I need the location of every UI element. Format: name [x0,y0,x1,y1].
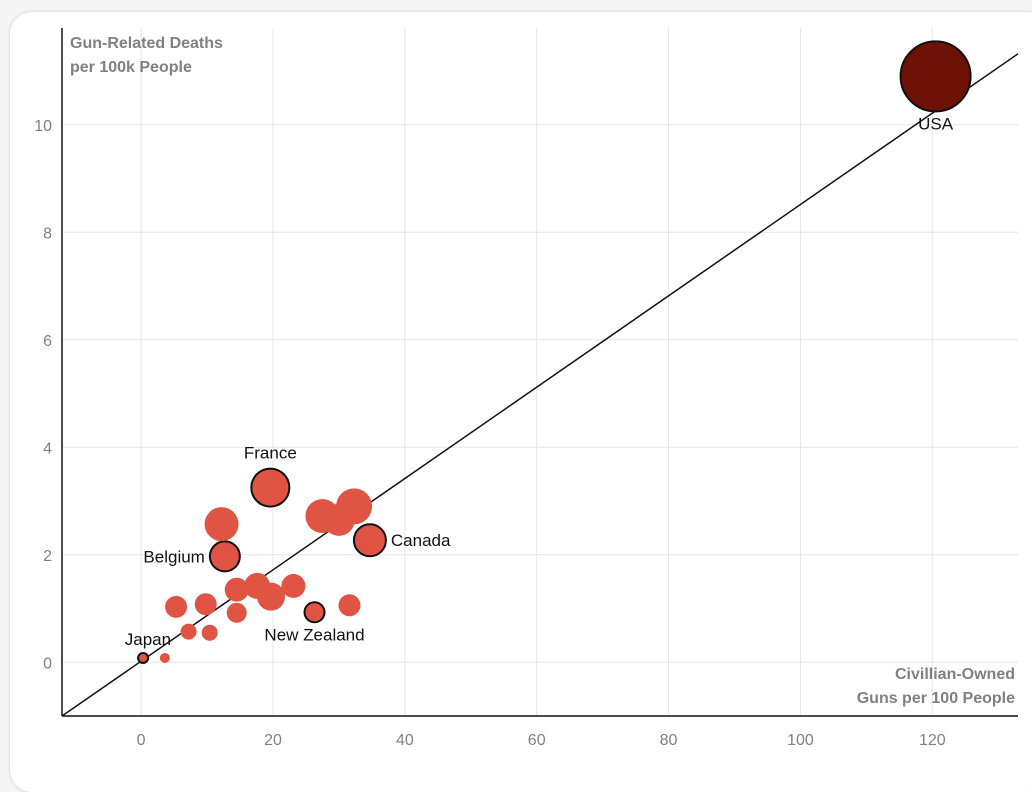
data-point [226,602,247,623]
y-tick-label: 6 [43,333,52,350]
data-point [194,593,217,616]
data-point [336,488,373,525]
data-point [165,595,188,618]
y-axis-title-line-1: Gun-Related Deaths [70,35,223,52]
label-belgium: Belgium [143,547,204,566]
label-new-zealand: New Zealand [264,625,364,644]
x-tick-label: 120 [919,732,946,749]
x-axis-title-line-2: Guns per 100 People [857,690,1015,707]
point-france [250,467,291,508]
data-point [338,594,361,617]
data-point [201,624,218,641]
data-point [159,652,170,663]
x-tick-label: 0 [137,732,146,749]
gridlines [62,28,1018,716]
axes: 0 20 40 60 80 100 120 0 2 4 6 8 10 [34,28,1018,749]
data-point [281,573,306,598]
axis-titles: Gun-Related Deaths per 100k People Civil… [70,35,1015,707]
y-tick-label: 0 [43,655,52,672]
trend-line [61,53,1019,717]
x-tick-label: 80 [660,732,678,749]
y-tick-label: 2 [43,548,52,565]
label-usa: USA [918,114,954,133]
label-canada: Canada [391,531,451,550]
x-axis-title-line-1: Civillian-Owned [895,666,1015,683]
data-points [137,40,972,664]
scatter-chart: 0 20 40 60 80 100 120 0 2 4 6 8 10 USA France Canada Be… [34,28,1019,749]
data-point [180,623,197,640]
point-belgium [208,540,241,573]
trend-line-group [61,53,1019,717]
x-tick-label: 60 [528,732,546,749]
point-new-zealand [303,601,326,624]
label-japan: Japan [125,630,171,649]
point-labels: USA France Canada Belgium New Zealand Japan [125,114,954,649]
chart-card: 0 20 40 60 80 100 120 0 2 4 6 8 10 USA France Canada Be… [10,12,1032,792]
label-france: France [244,444,297,463]
point-canada [352,523,387,558]
y-tick-label: 8 [43,225,52,242]
y-tick-label: 4 [43,440,52,457]
point-japan [137,651,150,664]
x-tick-label: 100 [787,732,814,749]
data-point [204,507,239,542]
data-point [224,577,249,602]
data-point [257,582,286,611]
y-axis-title-line-2: per 100k People [70,59,192,76]
y-tick-label: 10 [34,118,52,135]
x-tick-label: 40 [396,732,414,749]
x-tick-label: 20 [264,732,282,749]
point-usa [899,40,972,113]
